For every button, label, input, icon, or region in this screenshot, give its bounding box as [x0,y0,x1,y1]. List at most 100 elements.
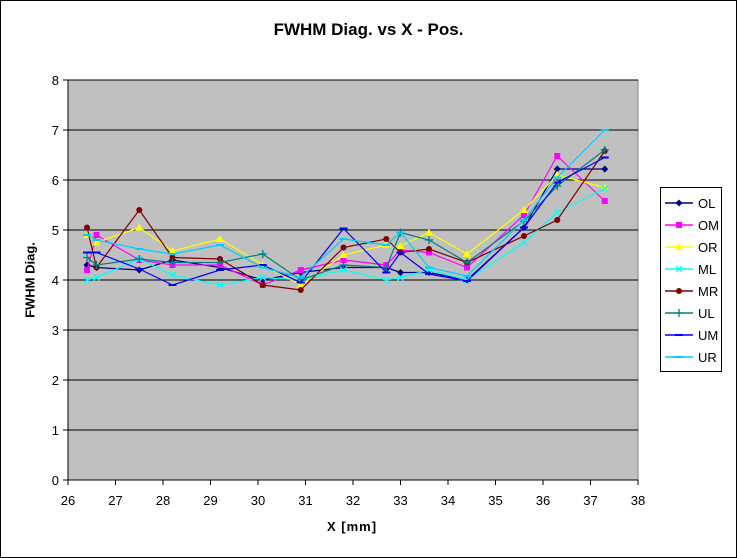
data-point-mr [521,233,527,239]
x-tick-label: 32 [346,493,360,508]
y-tick-label: 0 [52,473,59,488]
data-point-ol [553,165,561,173]
legend-label: OR [698,240,718,255]
data-point-ml [340,266,347,274]
legend-item-ul: UL [661,303,721,323]
y-tick-label: 2 [52,373,59,388]
y-tick-label: 5 [52,223,59,238]
legend-swatch [665,199,693,207]
data-point-or [425,228,433,236]
data-point-ul [92,261,101,269]
x-tick-label: 38 [631,493,645,508]
data-point-ml [382,276,390,284]
x-tick-label: 28 [156,493,170,508]
data-point-or [600,183,609,191]
x-tick-label: 35 [488,493,502,508]
legend-item-or: OR [661,237,721,257]
data-point-om [93,232,100,238]
legend-swatch [665,334,693,336]
legend-swatch-marker [675,243,683,250]
data-point-ul [258,250,267,258]
series-lines [83,129,609,293]
y-tick-label: 6 [52,173,59,188]
data-point-ml [397,274,404,281]
chart-title: FWHM Diag. vs X - Pos. [273,20,464,39]
y-tick-label: 7 [52,123,59,138]
legend-label: UR [698,350,717,365]
legend-swatch [665,356,693,358]
legend-swatch [665,222,693,228]
data-point-om [521,212,527,218]
legend-label: MR [698,284,719,299]
x-tick-label: 26 [61,493,75,508]
data-point-ul [216,258,224,267]
data-point-mr [259,282,266,288]
data-point-om [464,264,470,271]
legend-label: UL [698,306,715,321]
data-point-ml [601,185,609,192]
data-point-om [554,153,561,159]
x-tick-label: 36 [536,493,550,508]
x-tick-label: 30 [251,493,265,508]
y-axis-label: FWHM Diag. [22,242,38,318]
legend-swatch-marker [676,222,682,228]
x-tick-label: 27 [108,493,122,508]
data-point-or [296,281,305,288]
data-point-mr [426,246,432,252]
series-ur [83,129,609,279]
data-point-or [339,251,348,258]
data-point-ml [216,281,224,289]
x-tick-label: 33 [393,493,407,508]
data-point-ul [135,255,144,263]
legend-swatch [665,309,693,317]
legend-swatch-marker [675,309,683,317]
legend-item-ol: OL [661,193,721,213]
legend-item-ur: UR [661,347,721,367]
data-point-ul [382,263,391,272]
data-point-om [601,198,608,204]
data-point-ol [601,165,609,173]
data-point-mr [169,254,176,261]
legend-swatch-marker [675,199,683,207]
x-tick-label: 34 [441,493,455,508]
x-tick-label: 29 [203,493,217,508]
data-point-om [297,267,304,273]
data-point-ml [520,239,528,246]
legend-swatch [665,243,693,250]
data-point-or [216,235,224,242]
series-or [83,171,609,288]
data-point-om [426,249,432,256]
y-tick-label: 4 [52,273,59,288]
data-point-or [168,247,177,254]
data-point-ul [339,261,348,269]
x-tick-label: 31 [298,493,312,508]
legend-label: ML [698,262,717,277]
legend: OL OM OR ML MR UL UM UR [660,187,722,372]
data-point-ul [463,258,471,267]
data-point-mr [297,287,304,293]
data-point-ul [168,258,177,267]
legend-swatch-marker [676,288,682,294]
legend-label: OM [698,218,719,233]
data-point-mr [340,244,347,251]
data-point-ul [600,146,609,154]
legend-item-mr: MR [661,281,721,301]
data-point-om [340,257,347,263]
data-point-or [396,242,405,249]
legend-item-ml: ML [661,259,721,279]
y-tick-label: 1 [52,423,59,438]
legend-swatch [665,265,693,273]
legend-swatch-marker [675,265,683,273]
data-point-or [520,206,528,213]
data-point-ml [169,271,176,279]
data-point-mr [554,217,561,223]
legend-item-om: OM [661,215,721,235]
axes [63,79,639,485]
data-point-or [463,250,471,257]
data-point-om [84,267,90,273]
y-tick-label: 3 [52,323,59,338]
data-point-mr [383,236,390,242]
data-point-or [135,223,144,231]
legend-label: UM [698,328,719,343]
